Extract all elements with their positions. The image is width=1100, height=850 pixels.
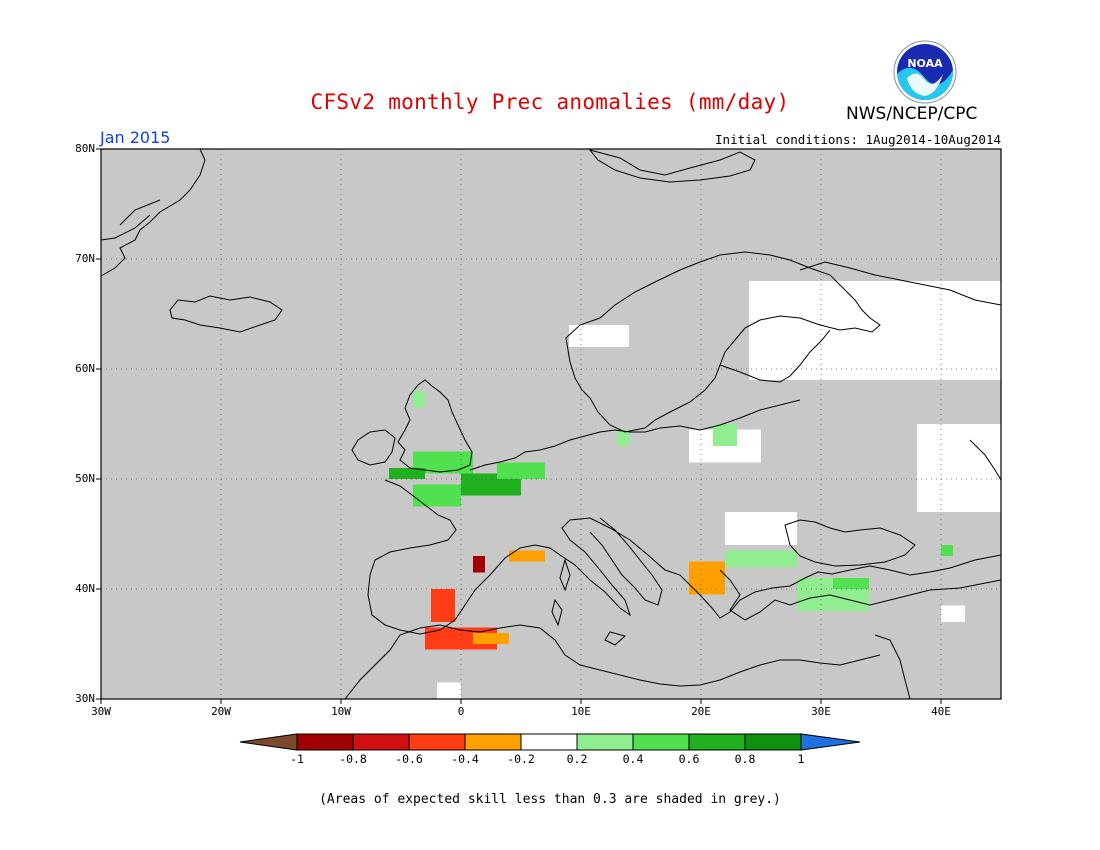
- colorbar-tick-label: 0.2: [566, 752, 588, 766]
- colorbar-tick-label: -0.4: [451, 752, 479, 766]
- coastline-italy: [589, 517, 663, 606]
- lon-tick-label: 20E: [691, 705, 711, 718]
- anomaly-cell-caucasus: [941, 545, 953, 556]
- neutral-cell-northwest-russia: [749, 281, 1001, 380]
- colorbar-box--1_-0.8: [296, 733, 354, 751]
- lon-tick-label: 10E: [571, 705, 591, 718]
- colorbar-arrow-high: [800, 733, 861, 751]
- lat-tick-label: 80N: [75, 142, 95, 155]
- lat-tick-label: 40N: [75, 582, 95, 595]
- lat-tick-label: 50N: [75, 472, 95, 485]
- anomaly-cell-southern-england: [413, 451, 473, 474]
- coastline-greenland: [100, 148, 206, 277]
- colorbar-arrow-low: [239, 733, 298, 751]
- coastline-ireland: [351, 429, 396, 466]
- coastline-black-sea: [784, 519, 916, 567]
- lon-tick-label: 0: [457, 705, 465, 718]
- lat-tick-marks: [96, 148, 101, 700]
- anomaly-cell-baltic: [713, 424, 737, 446]
- anomaly-cell-scotland: [413, 391, 425, 408]
- anomaly-cell-black-sea-coast: [833, 578, 869, 589]
- map-frame: [100, 148, 1002, 700]
- anomaly-cell-algeria-inland: [473, 633, 509, 644]
- anomaly-cell-english-channel: [389, 468, 425, 479]
- lon-tick-label: 30W: [91, 705, 111, 718]
- colorbar-box--0.8_-0.6: [352, 733, 410, 751]
- anomaly-cell-gulf-of-lion: [509, 550, 545, 562]
- graticule: [101, 149, 1001, 699]
- anomaly-cell-bulgaria: [725, 550, 797, 567]
- coastline-north-africa: [344, 624, 881, 700]
- colorbar-tick-label: 0.6: [678, 752, 700, 766]
- anomaly-cell-southeast-spain: [431, 589, 455, 622]
- skill-footnote: (Areas of expected skill less than 0.3 a…: [319, 792, 781, 807]
- anomaly-cells-layer: [389, 391, 953, 650]
- lon-tick-label: 40E: [931, 705, 951, 718]
- forecast-month-label: Jan 2015: [100, 128, 171, 147]
- coastline-greece-turkey: [719, 569, 1002, 621]
- colorbar-box-0.6_0.8: [688, 733, 746, 751]
- colorbar-tick-label: 0.8: [734, 752, 756, 766]
- coastlines: [100, 148, 1002, 700]
- colorbar-tick-label: -1: [290, 752, 304, 766]
- colorbar-box--0.4_-0.2: [464, 733, 522, 751]
- colorbar-tick-label: -0.8: [339, 752, 367, 766]
- initial-conditions-label: Initial conditions: 1Aug2014-10Aug2014: [715, 132, 1001, 147]
- coastline-great-britain: [397, 379, 473, 473]
- lon-tick-label: 10W: [331, 705, 351, 718]
- lon-tick-label: 30E: [811, 705, 831, 718]
- neutral-cell-turkey-east: [941, 605, 965, 622]
- agency-label: NWS/NCEP/CPC: [846, 104, 978, 124]
- neutral-cell-romania: [725, 512, 797, 545]
- coastline-iceland: [169, 295, 283, 333]
- lon-tick-label: 20W: [211, 705, 231, 718]
- coastline-caspian: [969, 439, 1002, 481]
- colorbar-tick-label: 1: [797, 752, 805, 766]
- coastline-north-sea: [469, 425, 701, 471]
- coastline-levant: [874, 634, 911, 700]
- coastline-finland: [699, 329, 831, 431]
- colorbar-tick-label: -0.6: [395, 752, 423, 766]
- colorbar-tick-label: -0.2: [507, 752, 535, 766]
- map-title: CFSv2 monthly Prec anomalies (mm/day): [310, 90, 790, 114]
- anomaly-cell-poland-coast: [617, 429, 629, 446]
- colorbar-box-0.4_0.6: [632, 733, 690, 751]
- anomaly-cell-balearic-sea: [473, 556, 485, 573]
- lat-tick-label: 30N: [75, 692, 95, 705]
- neutral-cell-norway-coast: [569, 325, 629, 347]
- coastline-russia-arctic: [799, 261, 1002, 306]
- colorbar-tick-label: 0.4: [622, 752, 644, 766]
- lat-tick-label: 60N: [75, 362, 95, 375]
- colorbar-boxes: [239, 733, 861, 751]
- noaa-logo-text: NOAA: [907, 57, 943, 70]
- anomaly-cell-benelux: [497, 462, 545, 479]
- neutral-cell-sahara: [437, 682, 461, 699]
- neutral-cell-western-russia: [917, 424, 1001, 512]
- coastline-islands: [551, 558, 627, 646]
- colorbar-box-0.2_0.4: [576, 733, 634, 751]
- lat-tick-label: 70N: [75, 252, 95, 265]
- colorbar-box--0.6_-0.4: [408, 733, 466, 751]
- lon-tick-marks: [100, 699, 942, 704]
- colorbar-box-0.8_1: [744, 733, 802, 751]
- colorbar-box--0.2_0.2: [520, 733, 578, 751]
- anomaly-cell-brittany: [413, 484, 461, 507]
- coastline-continent-west: [367, 479, 1002, 635]
- noaa-logo: NOAA: [893, 40, 957, 104]
- coastline-svalbard: [588, 149, 756, 183]
